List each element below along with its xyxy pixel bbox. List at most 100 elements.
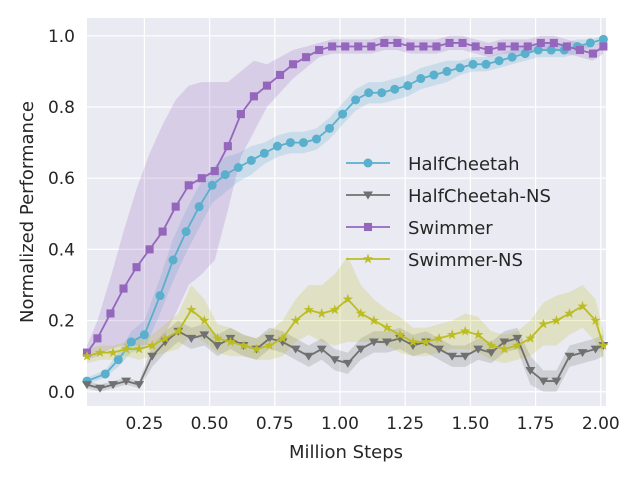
halfcheetah-ns-point	[577, 349, 588, 358]
x-axis-label: Million Steps	[289, 442, 403, 463]
halfcheetah-point	[155, 291, 165, 301]
halfcheetah-ns-point	[434, 345, 445, 354]
swimmer-point	[93, 334, 102, 343]
halfcheetah-ns-point	[499, 338, 510, 347]
swimmer-ns-point	[303, 304, 314, 315]
y-tick-label: 0.6	[48, 169, 75, 189]
swimmer-ns-point	[355, 308, 366, 318]
swimmer-ns-point	[433, 332, 445, 343]
halfcheetah-point	[364, 88, 374, 98]
halfcheetah-point	[377, 88, 387, 98]
legend-item-halfcheetah-ns: HalfCheetah-NS	[346, 186, 551, 207]
swimmer-point	[599, 42, 608, 51]
legend-marker	[363, 158, 373, 168]
halfcheetah-point	[585, 38, 595, 48]
swimmer-point	[484, 45, 493, 55]
halfcheetah-ns-point	[342, 359, 353, 368]
halfcheetah-point	[220, 170, 230, 180]
legend-item-halfcheetah: HalfCheetah	[346, 154, 520, 175]
swimmer-point	[171, 202, 180, 211]
swimmer-point	[158, 227, 167, 236]
swimmer-ns-point	[329, 304, 340, 315]
swimmer-ns-point	[381, 322, 393, 333]
swimmer-point	[497, 42, 506, 51]
x-tick-label: 1.00	[321, 414, 359, 434]
halfcheetah-point	[546, 45, 556, 55]
halfcheetah-line	[86, 38, 604, 382]
swimmer-band	[87, 35, 604, 360]
halfcheetah-ns-point	[199, 331, 210, 340]
swimmer-point	[106, 309, 115, 318]
halfcheetah-ns-point	[355, 345, 366, 354]
legend-marker	[362, 253, 374, 264]
swimmer-point	[432, 42, 441, 51]
halfcheetah-ns-point	[447, 352, 458, 361]
swimmer-ns-point	[486, 340, 497, 350]
halfcheetah-series	[82, 34, 608, 386]
swimmer-point	[262, 81, 272, 90]
series-lines	[81, 34, 609, 393]
y-axis-label: Normalized Performance	[17, 101, 38, 323]
halfcheetah-point	[494, 56, 504, 66]
swimmer-ns-point	[290, 315, 301, 325]
legend-label: Swimmer-NS	[408, 250, 523, 271]
swimmer-point	[549, 38, 558, 47]
swimmer-point	[302, 53, 311, 62]
swimmer-ns-point	[525, 332, 536, 343]
halfcheetah-ns-point	[368, 338, 379, 347]
halfcheetah-point	[139, 330, 149, 340]
halfcheetah-ns-point	[290, 345, 301, 354]
swimmer-ns-point	[134, 343, 145, 354]
halfcheetah-point	[207, 180, 217, 190]
swimmer-ns-point	[81, 350, 93, 361]
swimmer-point	[393, 38, 402, 47]
swimmer-point	[184, 181, 193, 190]
halfcheetah-point	[416, 74, 426, 84]
halfcheetah-point	[168, 255, 178, 265]
halfcheetah-ns-point	[147, 352, 158, 361]
halfcheetah-point	[468, 59, 478, 69]
halfcheetah-ns-point	[108, 381, 119, 390]
swimmer-ns-point	[473, 329, 484, 340]
halfcheetah-point	[285, 138, 295, 148]
swimmer-point	[132, 263, 141, 272]
swimmer-ns-point	[590, 315, 601, 325]
y-tick-label: 0.2	[48, 312, 75, 332]
swimmer-point	[367, 42, 376, 51]
swimmer-ns-point	[251, 343, 262, 354]
halfcheetah-ns-point	[329, 356, 340, 365]
x-tick-label: 1.75	[517, 414, 555, 434]
halfcheetah-point	[259, 148, 269, 158]
halfcheetah-point	[338, 109, 348, 119]
halfcheetah-ns-point	[551, 377, 562, 386]
swimmer-point	[406, 42, 415, 51]
swimmer-point	[458, 38, 467, 47]
halfcheetah-point	[481, 59, 491, 69]
halfcheetah-ns-point	[212, 342, 223, 350]
halfcheetah-ns-point	[82, 381, 92, 390]
halfcheetah-point	[390, 84, 400, 94]
halfcheetah-point	[507, 52, 517, 62]
swimmer-point	[419, 42, 428, 51]
swimmer-point	[223, 142, 232, 151]
halfcheetah-ns-point	[525, 366, 536, 375]
halfcheetah-ns-point	[473, 345, 484, 354]
swimmer-ns-point	[186, 304, 197, 315]
swimmer-ns-point	[238, 340, 249, 350]
swimmer-point	[380, 38, 389, 47]
swimmer-ns-point	[160, 332, 171, 343]
legend-label: HalfCheetah-NS	[408, 186, 551, 207]
swimmer-ns-point	[538, 318, 549, 329]
swimmer-point	[471, 42, 480, 51]
halfcheetah-point	[113, 355, 123, 365]
swimmer-ns-point	[199, 315, 210, 325]
swimmer-point	[536, 38, 545, 47]
swimmer-ns-point	[460, 325, 471, 336]
x-tick-label: 2.00	[582, 414, 620, 434]
halfcheetah-ns-point	[486, 349, 497, 358]
halfcheetah-point	[233, 163, 243, 173]
halfcheetah-ns-point	[564, 352, 575, 361]
legend: HalfCheetah HalfCheetah-NS Swimmer Swimmer-…	[346, 154, 551, 271]
swimmer-ns-point	[446, 329, 458, 340]
